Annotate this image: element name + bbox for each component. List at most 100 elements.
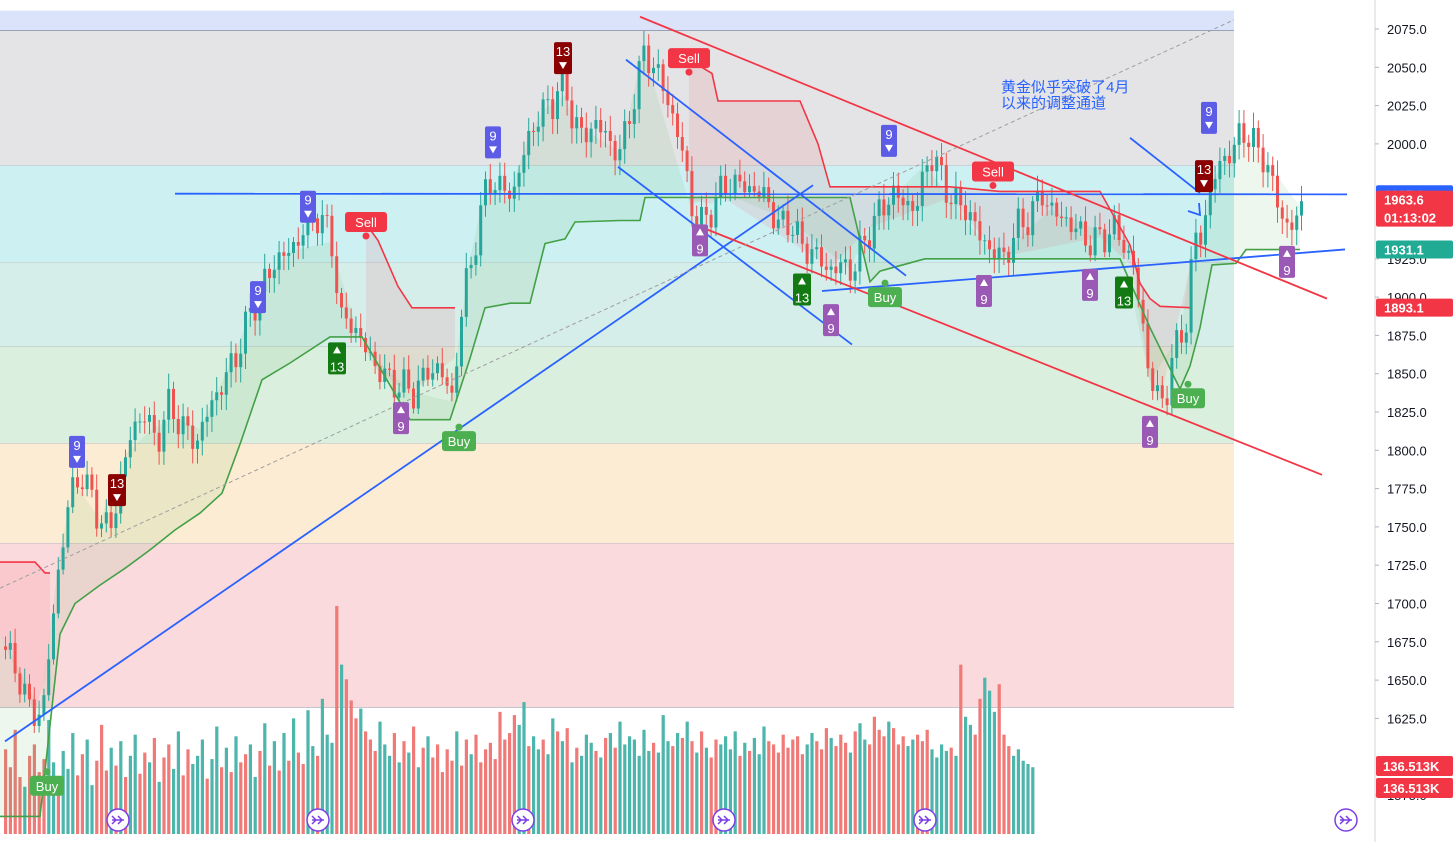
td-count-9-up[interactable]: 9 xyxy=(976,274,992,307)
volume-bar xyxy=(248,744,252,834)
volume-bar xyxy=(8,767,12,834)
trendline xyxy=(639,15,1328,300)
td-count-13-up[interactable]: 13 xyxy=(793,273,811,306)
td-box xyxy=(300,190,316,223)
double-chevron-right-icon xyxy=(516,815,529,825)
sell-signal[interactable]: Sell xyxy=(345,212,387,240)
buy-signal[interactable]: Buy xyxy=(30,768,64,796)
td-label: 9 xyxy=(885,127,892,142)
volume-bar xyxy=(143,752,147,834)
volume-bar xyxy=(719,744,723,834)
volume-bar xyxy=(119,741,123,834)
sell-signal[interactable]: Sell xyxy=(668,48,710,76)
volume-bar xyxy=(920,741,924,834)
candle-body xyxy=(911,200,915,211)
candle-body xyxy=(661,64,665,91)
candle-body xyxy=(1223,155,1227,161)
volume-bar xyxy=(220,767,224,834)
td-count-9-up[interactable]: 9 xyxy=(1279,245,1295,278)
volume-bar xyxy=(311,746,315,834)
candle-body xyxy=(604,130,607,133)
td-count-13-down[interactable]: 13 xyxy=(1195,160,1213,193)
double-chevron-right-icon[interactable] xyxy=(712,808,736,832)
td-count-13-down[interactable]: 13 xyxy=(554,42,572,75)
td-count-9-up[interactable]: 9 xyxy=(692,224,708,257)
candle-body xyxy=(589,128,593,143)
td-count-9-up[interactable]: 9 xyxy=(823,304,839,337)
td-count-9-up[interactable]: 9 xyxy=(1082,268,1098,301)
candle-body xyxy=(18,673,22,695)
double-chevron-right-icon[interactable] xyxy=(511,808,535,832)
td-count-13-down[interactable]: 13 xyxy=(108,474,126,507)
price-scale[interactable]: 2075.02050.02025.02000.01925.01900.01875… xyxy=(1234,0,1456,842)
volume-bar xyxy=(805,744,809,834)
double-chevron-right-icon[interactable] xyxy=(106,808,130,832)
fib-zone xyxy=(0,346,1234,444)
candle-body xyxy=(450,385,454,393)
candle-body xyxy=(853,271,857,281)
volume-bar xyxy=(229,772,233,834)
fib-zone xyxy=(0,30,1234,166)
volume-bar xyxy=(546,754,550,834)
candle-body xyxy=(1108,234,1111,253)
time-navigation[interactable] xyxy=(106,808,1358,832)
td-box xyxy=(692,224,708,257)
signal-box xyxy=(972,161,1014,182)
candle-body xyxy=(978,221,982,241)
td-label: 9 xyxy=(1086,286,1093,301)
buy-signal[interactable]: Buy xyxy=(868,279,902,308)
td-count-9-down[interactable]: 9 xyxy=(881,124,897,157)
signal-box xyxy=(668,48,710,69)
supertrend-down-line xyxy=(365,223,455,309)
volume-bar xyxy=(623,744,627,834)
sell-signal[interactable]: Sell xyxy=(972,161,1014,189)
candle-body xyxy=(992,249,996,260)
td-count-9-up[interactable]: 9 xyxy=(1142,415,1158,448)
supertrend-down-fill xyxy=(0,562,50,714)
td-count-13-up[interactable]: 13 xyxy=(1115,276,1133,309)
volume-bar xyxy=(148,762,152,834)
volume-bar xyxy=(412,726,416,834)
volume-bar xyxy=(416,767,420,834)
candle-body xyxy=(988,240,991,250)
volume-bar xyxy=(536,749,540,834)
td-count-9-down[interactable]: 9 xyxy=(1201,101,1217,134)
td-count-9-down[interactable]: 9 xyxy=(250,281,266,314)
signal-markers[interactable]: Sell Sell Sell Buy Buy Buy Buy 9 9 9 9 9 9 13 13 13 9 9 9 9… xyxy=(30,42,1295,796)
candle-body xyxy=(930,165,934,172)
volume-bar xyxy=(839,734,843,834)
volume-bar xyxy=(844,742,848,834)
double-chevron-right-icon[interactable] xyxy=(306,808,330,832)
volume-bar xyxy=(258,750,262,834)
td-count-9-down[interactable]: 9 xyxy=(69,435,85,468)
td-count-13-up[interactable]: 13 xyxy=(328,342,346,375)
triangle-down-icon xyxy=(304,210,312,218)
volume-bar xyxy=(656,752,660,834)
td-count-9-down[interactable]: 9 xyxy=(485,126,501,159)
volume-bar xyxy=(210,759,214,834)
price-tag xyxy=(1376,240,1453,259)
supertrend-down-line xyxy=(688,58,1191,309)
volume-bar xyxy=(176,731,180,834)
buy-signal[interactable]: Buy xyxy=(442,423,476,452)
buy-signal[interactable]: Buy xyxy=(1171,380,1205,409)
volume-bar xyxy=(301,763,305,834)
td-count-9-up[interactable]: 9 xyxy=(393,402,409,435)
candle-body xyxy=(1007,251,1011,263)
candle-body xyxy=(402,369,406,393)
candle-body xyxy=(704,206,708,215)
candle-body xyxy=(877,199,881,216)
candle-body xyxy=(426,367,430,380)
volume-bar xyxy=(162,757,166,834)
candle-body xyxy=(1160,385,1164,399)
volume-bar xyxy=(872,716,876,834)
double-chevron-right-icon[interactable] xyxy=(1334,808,1358,832)
candle-body xyxy=(215,392,219,401)
double-chevron-right-icon[interactable] xyxy=(913,808,937,832)
td-count-9-down[interactable]: 9 xyxy=(300,190,316,223)
volume-bar xyxy=(628,736,632,834)
volume-bar xyxy=(738,755,742,834)
candle-body xyxy=(901,197,905,206)
